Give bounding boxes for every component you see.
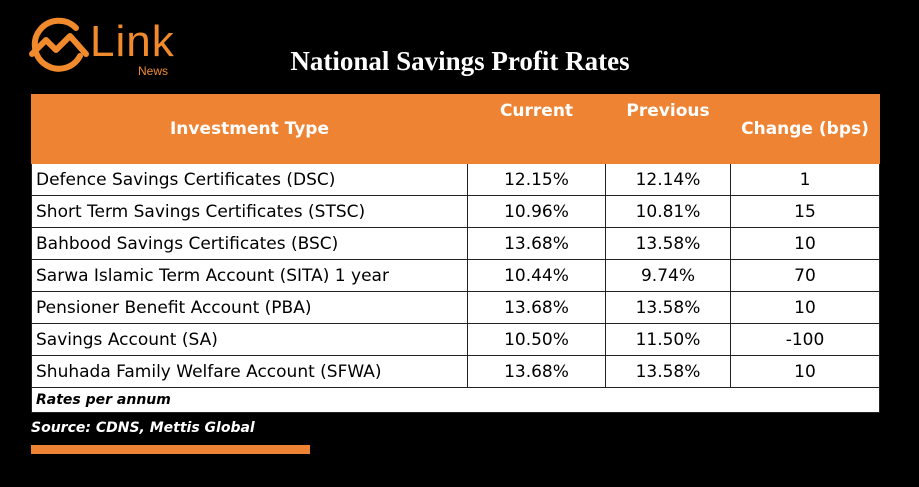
cell-current: 13.68% xyxy=(467,291,606,324)
source-underline-bar xyxy=(31,445,310,454)
note-row: Rates per annum xyxy=(31,387,880,413)
table-row: Defence Savings Certificates (DSC) 12.15%… xyxy=(31,163,880,196)
cell-change: 10 xyxy=(730,227,880,260)
cell-change: 10 xyxy=(730,291,880,324)
table-row: Bahbood Savings Certificates (BSC) 13.68%… xyxy=(31,227,880,260)
cell-previous: 13.58% xyxy=(605,291,731,324)
cell-investment-type: Sarwa Islamic Term Account (SITA) 1 year xyxy=(31,259,468,292)
cell-current: 10.50% xyxy=(467,323,606,356)
table-row: Savings Account (SA) 10.50% 11.50% -100 xyxy=(31,323,880,356)
column-header-change: Change (bps) xyxy=(730,94,880,164)
cell-current: 13.68% xyxy=(467,355,606,388)
cell-previous: 9.74% xyxy=(605,259,731,292)
cell-investment-type: Savings Account (SA) xyxy=(31,323,468,356)
link-news-logo: Link News xyxy=(26,14,186,80)
source-text: Source: CDNS, Mettis Global xyxy=(31,420,255,436)
cell-change: 70 xyxy=(730,259,880,292)
table-row: Shuhada Family Welfare Account (SFWA) 13.… xyxy=(31,355,880,388)
cell-previous: 11.50% xyxy=(605,323,731,356)
cell-previous: 12.14% xyxy=(605,163,731,196)
logo-subtitle: News xyxy=(138,64,169,78)
column-header-current: Current xyxy=(467,94,606,164)
cell-change: 10 xyxy=(730,355,880,388)
rates-note: Rates per annum xyxy=(31,387,880,413)
logo-wordmark: Link xyxy=(90,17,175,66)
table-body: Defence Savings Certificates (DSC) 12.15%… xyxy=(31,163,880,413)
cell-current: 10.96% xyxy=(467,195,606,228)
cell-investment-type: Defence Savings Certificates (DSC) xyxy=(31,163,468,196)
cell-current: 10.44% xyxy=(467,259,606,292)
cell-current: 13.68% xyxy=(467,227,606,260)
cell-previous: 13.58% xyxy=(605,227,731,260)
column-header-previous: Previous xyxy=(605,94,731,164)
cell-investment-type: Bahbood Savings Certificates (BSC) xyxy=(31,227,468,260)
cell-investment-type: Pensioner Benefit Account (PBA) xyxy=(31,291,468,324)
logo-circle-chart-icon xyxy=(29,17,89,72)
table-row: Pensioner Benefit Account (PBA) 13.68% 13.… xyxy=(31,291,880,324)
cell-change: 1 xyxy=(730,163,880,196)
table-row: Short Term Savings Certificates (STSC) 10… xyxy=(31,195,880,228)
column-header-investment-type: Investment Type xyxy=(31,94,468,164)
cell-current: 12.15% xyxy=(467,163,606,196)
cell-previous: 13.58% xyxy=(605,355,731,388)
chart-title: National Savings Profit Rates xyxy=(290,46,630,76)
table-header-row: Investment Type Current Previous Change … xyxy=(31,94,880,164)
cell-change: -100 xyxy=(730,323,880,356)
rates-table: Investment Type Current Previous Change … xyxy=(31,94,880,413)
cell-change: 15 xyxy=(730,195,880,228)
cell-investment-type: Shuhada Family Welfare Account (SFWA) xyxy=(31,355,468,388)
table-row: Sarwa Islamic Term Account (SITA) 1 year… xyxy=(31,259,880,292)
rates-table-container: Investment Type Current Previous Change … xyxy=(31,94,880,413)
cell-investment-type: Short Term Savings Certificates (STSC) xyxy=(31,195,468,228)
cell-previous: 10.81% xyxy=(605,195,731,228)
